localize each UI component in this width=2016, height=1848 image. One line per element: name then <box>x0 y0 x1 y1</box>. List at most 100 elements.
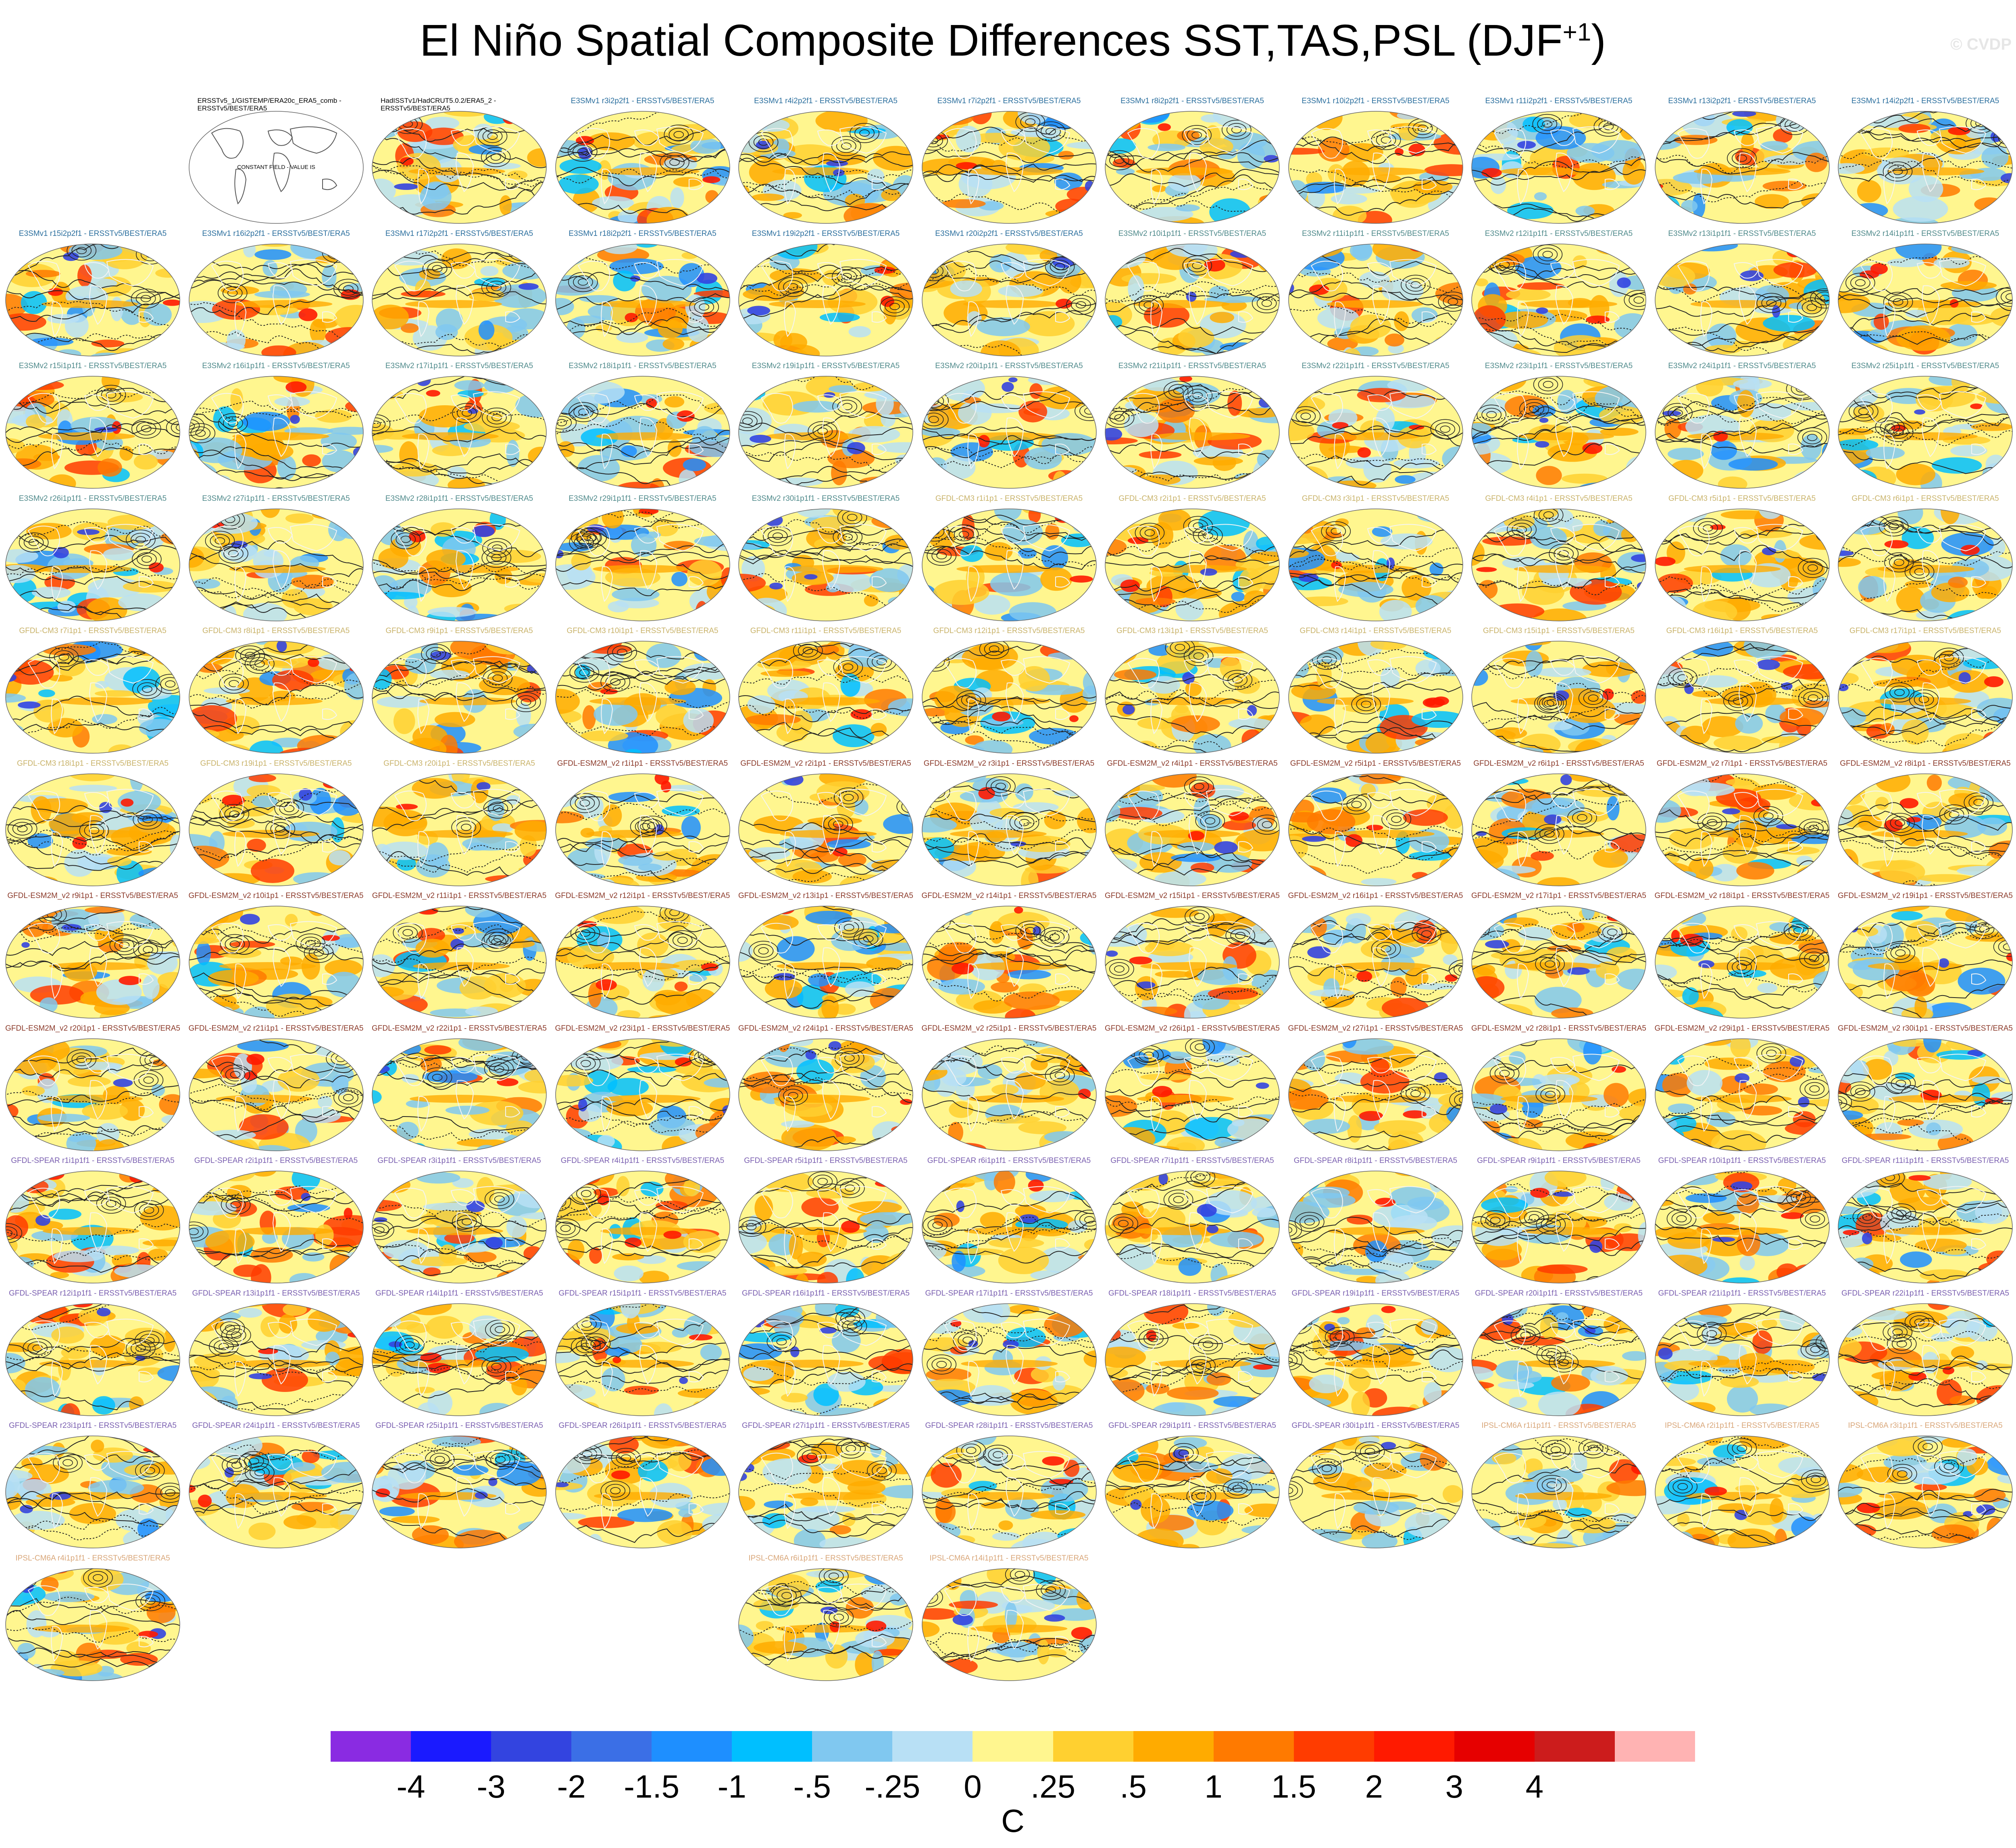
colorbar-box <box>1213 1731 1294 1762</box>
globe-map <box>921 1435 1097 1548</box>
globe-map <box>1105 1435 1280 1548</box>
map-panel: GFDL-CM3 r14i1p1 - ERSSTv5/BEST/ERA5 <box>1285 627 1466 756</box>
panel-label: E3SMv2 r12i1p1f1 - ERSSTv5/BEST/ERA5 <box>1485 229 1633 238</box>
globe-map <box>1105 1038 1280 1151</box>
globe-map <box>1288 1303 1463 1416</box>
map-panel: GFDL-ESM2M_v2 r22i1p1 - ERSSTv5/BEST/ERA… <box>369 1024 550 1153</box>
colorbar-tick-label: .5 <box>1120 1769 1147 1804</box>
colorbar-tick-label: -.25 <box>864 1769 921 1804</box>
panel-label: IPSL-CM6A r1i1p1f1 - ERSSTv5/BEST/ERA5 <box>1481 1421 1636 1430</box>
panel-label: GFDL-SPEAR r12i1p1f1 - ERSSTv5/BEST/ERA5 <box>8 1289 177 1298</box>
colorbar-box <box>652 1731 732 1762</box>
panel-label: GFDL-ESM2M_v2 r8i1p1 - ERSSTv5/BEST/ERA5 <box>1840 759 2011 768</box>
globe-map <box>372 641 547 754</box>
map-panel: GFDL-SPEAR r13i1p1f1 - ERSSTv5/BEST/ERA5 <box>185 1289 367 1418</box>
colorbar-box <box>1133 1731 1214 1762</box>
panel-label: GFDL-CM3 r11i1p1 - ERSSTv5/BEST/ERA5 <box>750 627 902 635</box>
map-panel: GFDL-ESM2M_v2 r20i1p1 - ERSSTv5/BEST/ERA… <box>2 1024 183 1153</box>
map-panel: GFDL-ESM2M_v2 r8i1p1 - ERSSTv5/BEST/ERA5 <box>1835 759 2016 888</box>
map-panel: E3SMv1 r18i2p2f1 - ERSSTv5/BEST/ERA5 <box>552 229 733 358</box>
globe-map <box>921 641 1097 754</box>
panel-label: E3SMv1 r16i2p2f1 - ERSSTv5/BEST/ERA5 <box>202 229 350 238</box>
panel-label: GFDL-SPEAR r10i1p1f1 - ERSSTv5/BEST/ERA5 <box>1658 1156 1826 1165</box>
map-panel: GFDL-CM3 r13i1p1 - ERSSTv5/BEST/ERA5 <box>1102 627 1283 756</box>
map-panel: E3SMv2 r26i1p1f1 - ERSSTv5/BEST/ERA5 <box>2 494 183 623</box>
globe-map <box>1471 376 1646 489</box>
map-panel: GFDL-SPEAR r4i1p1f1 - ERSSTv5/BEST/ERA5 <box>552 1156 733 1285</box>
panel-label: GFDL-CM3 r17i1p1 - ERSSTv5/BEST/ERA5 <box>1849 627 2001 635</box>
panel-label: GFDL-SPEAR r13i1p1f1 - ERSSTv5/BEST/ERA5 <box>192 1289 360 1298</box>
globe-map <box>921 1568 1097 1681</box>
globe-map <box>1471 641 1646 754</box>
map-panel: GFDL-SPEAR r6i1p1f1 - ERSSTv5/BEST/ERA5 <box>918 1156 1100 1285</box>
globe-map <box>1288 1171 1463 1283</box>
colorbar-tick-label: -1.5 <box>624 1769 680 1804</box>
map-panel: GFDL-SPEAR r1i1p1f1 - ERSSTv5/BEST/ERA5 <box>2 1156 183 1285</box>
map-panel: GFDL-ESM2M_v2 r5i1p1 - ERSSTv5/BEST/ERA5 <box>1285 759 1466 888</box>
globe-map <box>1654 1171 1830 1283</box>
panel-label: GFDL-CM3 r18i1p1 - ERSSTv5/BEST/ERA5 <box>17 759 169 768</box>
colorbar-tick-label: 2 <box>1365 1769 1383 1804</box>
globe-map <box>372 1435 547 1548</box>
globe-map <box>555 243 730 356</box>
panel-label: E3SMv2 r19i1p1f1 - ERSSTv5/BEST/ERA5 <box>752 362 900 370</box>
panel-label: GFDL-ESM2M_v2 r7i1p1 - ERSSTv5/BEST/ERA5 <box>1656 759 1828 768</box>
panel-label: GFDL-ESM2M_v2 r16i1p1 - ERSSTv5/BEST/ERA… <box>1288 892 1463 900</box>
panel-label: GFDL-SPEAR r24i1p1f1 - ERSSTv5/BEST/ERA5 <box>192 1421 360 1430</box>
globe-map <box>5 376 180 489</box>
map-panel: E3SMv1 r11i2p2f1 - ERSSTv5/BEST/ERA5 <box>1468 97 1649 226</box>
map-panel: GFDL-ESM2M_v2 r1i1p1 - ERSSTv5/BEST/ERA5 <box>552 759 733 888</box>
panel-label: GFDL-ESM2M_v2 r12i1p1 - ERSSTv5/BEST/ERA… <box>555 892 730 900</box>
map-panel: E3SMv2 r30i1p1f1 - ERSSTv5/BEST/ERA5 <box>735 494 916 623</box>
map-panel: IPSL-CM6A r4i1p1f1 - ERSSTv5/BEST/ERA5 <box>2 1554 183 1683</box>
colorbar <box>331 1731 1695 1763</box>
panel-label: GFDL-ESM2M_v2 r17i1p1 - ERSSTv5/BEST/ERA… <box>1471 892 1646 900</box>
map-panel: GFDL-ESM2M_v2 r29i1p1 - ERSSTv5/BEST/ERA… <box>1652 1024 1833 1153</box>
map-panel: GFDL-ESM2M_v2 r10i1p1 - ERSSTv5/BEST/ERA… <box>185 892 367 1021</box>
colorbar-box <box>973 1731 1054 1762</box>
map-panel: GFDL-ESM2M_v2 r7i1p1 - ERSSTv5/BEST/ERA5 <box>1652 759 1833 888</box>
panel-label: GFDL-ESM2M_v2 r5i1p1 - ERSSTv5/BEST/ERA5 <box>1290 759 1461 768</box>
globe-map <box>1838 1038 2013 1151</box>
colorbar-box <box>331 1731 411 1762</box>
colorbar-box <box>812 1731 893 1762</box>
globe-map <box>372 906 547 1019</box>
globe-map <box>1471 773 1646 886</box>
map-panel: GFDL-CM3 r4i1p1 - ERSSTv5/BEST/ERA5 <box>1468 494 1649 623</box>
globe-map <box>555 508 730 621</box>
panel-label: GFDL-SPEAR r28i1p1f1 - ERSSTv5/BEST/ERA5 <box>925 1421 1093 1430</box>
map-panel: GFDL-SPEAR r18i1p1f1 - ERSSTv5/BEST/ERA5 <box>1102 1289 1283 1418</box>
panel-label: GFDL-SPEAR r11i1p1f1 - ERSSTv5/BEST/ERA5 <box>1841 1156 2009 1165</box>
map-panel: GFDL-CM3 r12i1p1 - ERSSTv5/BEST/ERA5 <box>918 627 1100 756</box>
map-panel: GFDL-CM3 r8i1p1 - ERSSTv5/BEST/ERA5 <box>185 627 367 756</box>
map-panel: E3SMv2 r11i1p1f1 - ERSSTv5/BEST/ERA5 <box>1285 229 1466 358</box>
panel-label: GFDL-CM3 r5i1p1 - ERSSTv5/BEST/ERA5 <box>1668 494 1816 503</box>
panel-label: GFDL-SPEAR r25i1p1f1 - ERSSTv5/BEST/ERA5 <box>375 1421 544 1430</box>
panel-label: GFDL-CM3 r15i1p1 - ERSSTv5/BEST/ERA5 <box>1483 627 1635 635</box>
panel-label: E3SMv1 r20i2p2f1 - ERSSTv5/BEST/ERA5 <box>935 229 1083 238</box>
globe-map <box>372 243 547 356</box>
globe-map <box>1654 111 1830 224</box>
globe-map <box>1838 111 2013 224</box>
panel-label: GFDL-SPEAR r17i1p1f1 - ERSSTv5/BEST/ERA5 <box>925 1289 1093 1298</box>
colorbar-tick-label: -.5 <box>793 1769 831 1804</box>
panel-label: E3SMv2 r21i1p1f1 - ERSSTv5/BEST/ERA5 <box>1118 362 1266 370</box>
map-panel: E3SMv2 r19i1p1f1 - ERSSTv5/BEST/ERA5 <box>735 362 916 491</box>
map-panel: IPSL-CM6A r3i1p1f1 - ERSSTv5/BEST/ERA5 <box>1835 1421 2016 1550</box>
panel-label: GFDL-ESM2M_v2 r30i1p1 - ERSSTv5/BEST/ERA… <box>1838 1024 2013 1033</box>
panel-label: GFDL-ESM2M_v2 r11i1p1 - ERSSTv5/BEST/ERA… <box>372 892 547 900</box>
map-panel: GFDL-ESM2M_v2 r3i1p1 - ERSSTv5/BEST/ERA5 <box>918 759 1100 888</box>
globe-map <box>555 1435 730 1548</box>
panel-label: GFDL-SPEAR r29i1p1f1 - ERSSTv5/BEST/ERA5 <box>1108 1421 1277 1430</box>
panel-label: ERSSTv5_1/GISTEMP/ERA20c_ERA5_comb - ERS… <box>197 97 342 112</box>
globe-map <box>555 1171 730 1283</box>
map-panel: GFDL-ESM2M_v2 r6i1p1 - ERSSTv5/BEST/ERA5 <box>1468 759 1649 888</box>
panel-label: E3SMv2 r29i1p1f1 - ERSSTv5/BEST/ERA5 <box>569 494 716 503</box>
panel-label: GFDL-SPEAR r4i1p1f1 - ERSSTv5/BEST/ERA5 <box>560 1156 725 1165</box>
map-panel: GFDL-ESM2M_v2 r2i1p1 - ERSSTv5/BEST/ERA5 <box>735 759 916 888</box>
globe-map <box>188 1171 364 1283</box>
panel-label: GFDL-CM3 r16i1p1 - ERSSTv5/BEST/ERA5 <box>1666 627 1818 635</box>
globe-map <box>1105 773 1280 886</box>
panel-label: GFDL-ESM2M_v2 r14i1p1 - ERSSTv5/BEST/ERA… <box>921 892 1097 900</box>
globe-map <box>555 1303 730 1416</box>
